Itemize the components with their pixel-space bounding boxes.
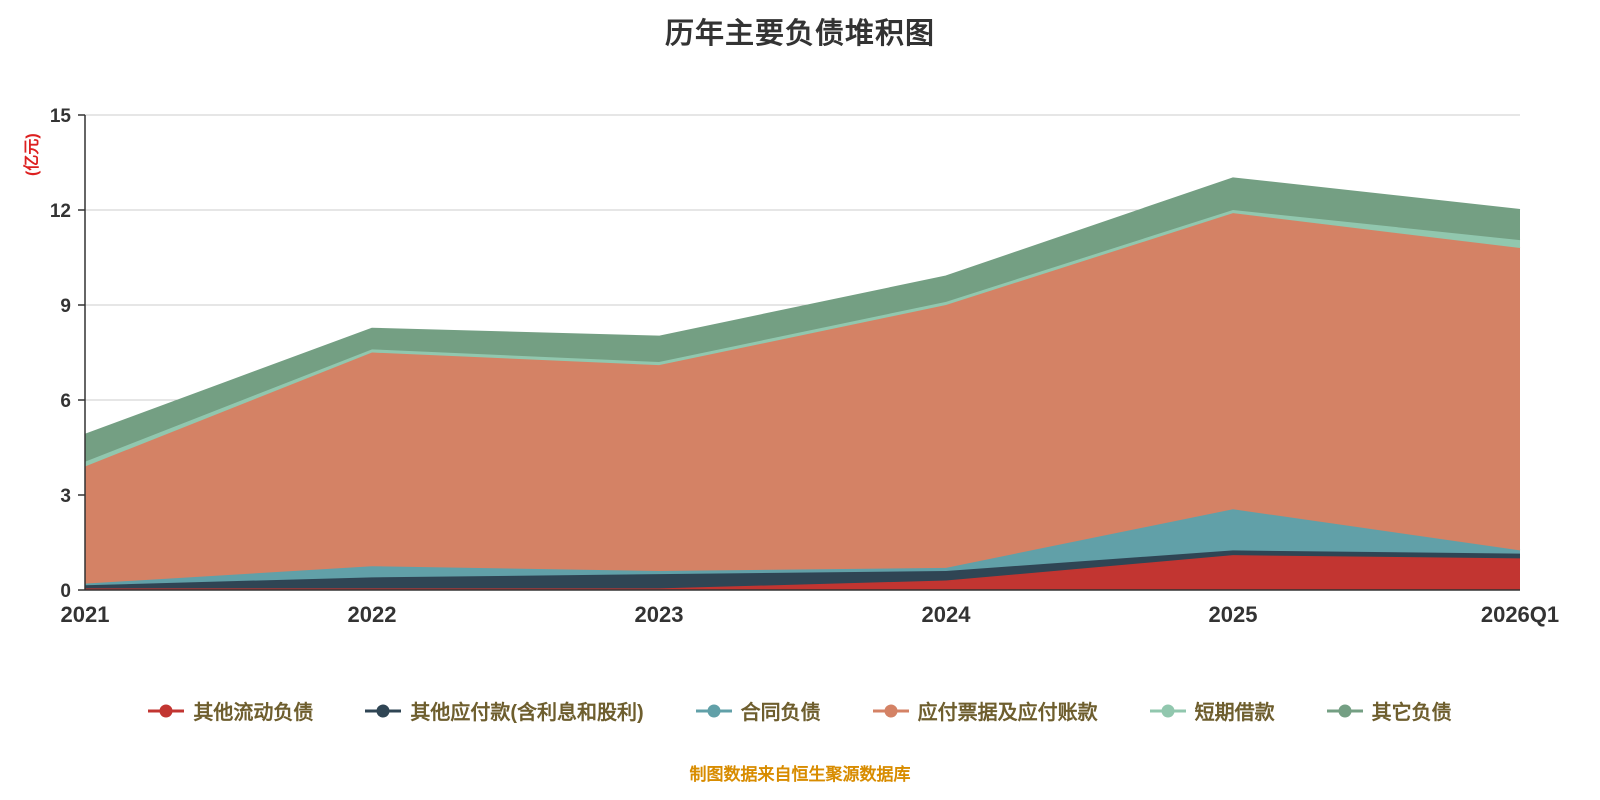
legend-item-其它负债[interactable]: 其它负债 — [1326, 696, 1452, 725]
area-合同负债 — [85, 509, 1520, 586]
legend-dot — [707, 704, 721, 717]
x-tick-label: 2026Q1 — [1481, 602, 1559, 627]
area-其它负债 — [85, 178, 1520, 462]
legend: 其他流动负债 其他应付款(含利息和股利) 合同负债 应付票据及应付账款 短期借款 其它负债 — [0, 696, 1600, 725]
stacked-area-plot: 0 3 6 9 12 15 2021 2022 2023 2024 2025 2026Q1 — [50, 106, 1559, 627]
legend-item-其他流动负债[interactable]: 其他流动负债 — [148, 696, 313, 725]
data-source-note: 制图数据来自恒生聚源数据库 — [689, 765, 911, 784]
y-tick-label: 9 — [60, 296, 71, 317]
area-其他流动负债 — [85, 555, 1520, 590]
legend-item-应付票据及应付账款[interactable]: 应付票据及应付账款 — [872, 696, 1098, 725]
x-tick-label: 2025 — [1209, 602, 1258, 627]
area-应付票据及应付账款 — [85, 213, 1520, 584]
x-tick-label: 2022 — [348, 602, 397, 627]
legend-item-短期借款[interactable]: 短期借款 — [1149, 696, 1275, 725]
legend-label: 其他流动负债 — [193, 702, 314, 724]
legend-line-dot-icon — [365, 704, 402, 717]
legend-item-合同负债[interactable]: 合同负债 — [695, 696, 821, 725]
legend-line-dot-icon — [872, 704, 909, 717]
y-tick-label: 6 — [60, 391, 71, 412]
legend-label: 短期借款 — [1194, 702, 1275, 724]
legend-dot — [1338, 704, 1352, 717]
legend-label: 其它负债 — [1371, 702, 1452, 724]
chart-title: 历年主要负债堆积图 — [664, 18, 935, 50]
y-tick-label: 3 — [60, 486, 71, 507]
legend-line-dot-icon — [148, 704, 185, 717]
x-tick-label: 2023 — [635, 602, 684, 627]
legend-line-dot-icon — [1326, 704, 1363, 717]
y-tick-label: 0 — [60, 581, 71, 602]
legend-line-dot-icon — [1149, 704, 1186, 717]
legend-label: 应付票据及应付账款 — [917, 702, 1098, 724]
y-tick-label: 12 — [50, 201, 71, 222]
area-其他应付款(含利息和股利) — [85, 550, 1520, 589]
x-tick-label: 2024 — [922, 602, 972, 627]
legend-dot — [159, 704, 173, 717]
legend-dot — [884, 704, 898, 717]
legend-line-dot-icon — [695, 704, 732, 717]
y-tick-label: 15 — [50, 106, 72, 127]
legend-label: 合同负债 — [740, 702, 821, 724]
legend-item-其他应付款(含利息和股利)[interactable]: 其他应付款(含利息和股利) — [365, 696, 644, 725]
x-tick-label: 2021 — [61, 602, 110, 627]
area-line-其它负债 — [84, 177, 1521, 436]
legend-label: 其他应付款(含利息和股利) — [410, 702, 644, 724]
legend-dot — [1161, 704, 1175, 717]
legend-dot — [376, 704, 390, 717]
